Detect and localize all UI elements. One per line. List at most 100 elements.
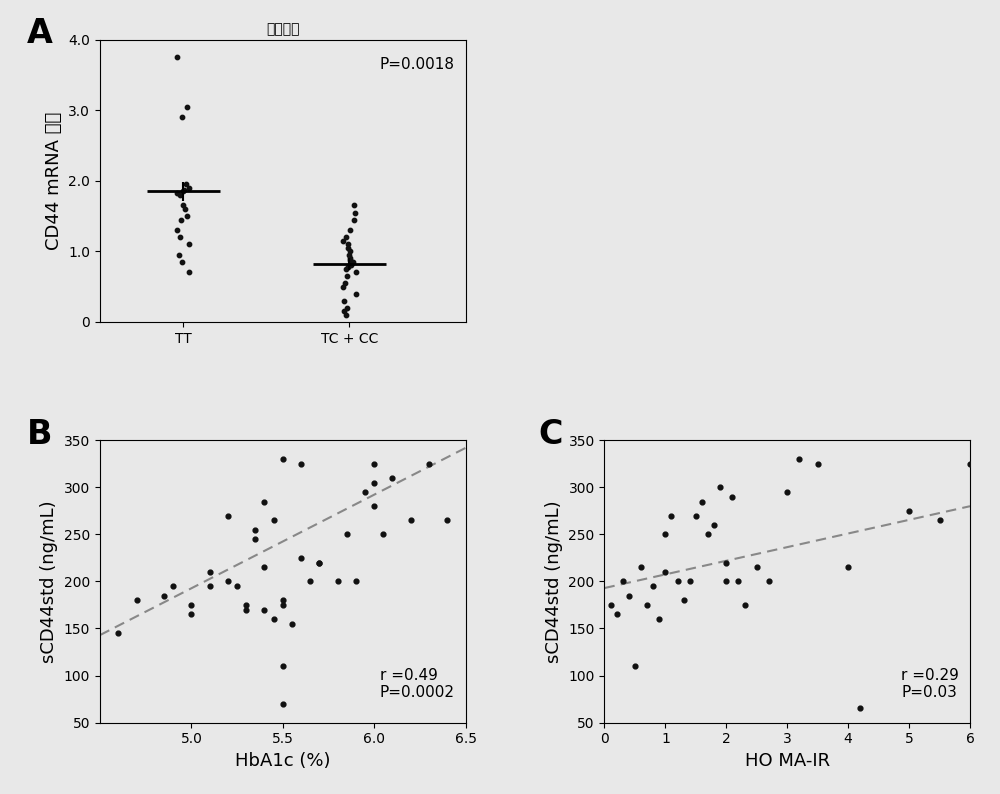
Text: P=0.0018: P=0.0018 xyxy=(380,56,455,71)
Point xyxy=(730,575,746,588)
Point xyxy=(256,495,272,508)
Point xyxy=(275,599,291,611)
Point xyxy=(621,589,637,602)
Point xyxy=(932,514,948,526)
Point xyxy=(779,486,795,499)
Point xyxy=(962,457,978,470)
Point xyxy=(172,231,188,244)
Point xyxy=(343,259,359,272)
Point xyxy=(336,295,352,307)
Point xyxy=(339,270,355,283)
Point xyxy=(651,613,667,626)
Point xyxy=(340,241,356,254)
Point xyxy=(129,594,145,607)
Point xyxy=(348,287,364,300)
Point xyxy=(357,486,373,499)
Point xyxy=(179,100,195,113)
Point xyxy=(810,457,826,470)
Point xyxy=(346,214,362,226)
Point xyxy=(311,557,327,569)
Point xyxy=(202,580,218,592)
Text: B: B xyxy=(27,418,52,451)
Point xyxy=(342,252,358,264)
Point xyxy=(337,277,353,290)
Point xyxy=(345,256,361,268)
Point xyxy=(338,263,354,276)
Point xyxy=(688,509,704,522)
Point xyxy=(645,580,661,592)
X-axis label: HO MA-IR: HO MA-IR xyxy=(745,752,830,770)
Point xyxy=(330,575,346,588)
Point xyxy=(266,514,282,526)
Point xyxy=(181,238,197,251)
Point xyxy=(615,575,631,588)
Point xyxy=(676,594,692,607)
Point xyxy=(384,472,400,484)
Point xyxy=(275,660,291,673)
Point xyxy=(174,256,190,268)
Point xyxy=(183,599,199,611)
Point xyxy=(718,557,734,569)
Point xyxy=(178,178,194,191)
Point xyxy=(663,509,679,522)
Point xyxy=(341,249,357,261)
Point xyxy=(338,231,354,244)
Point xyxy=(339,302,355,314)
Point xyxy=(338,308,354,321)
Point xyxy=(275,453,291,465)
Point xyxy=(175,185,191,198)
Y-axis label: CD44 mRNA 水平: CD44 mRNA 水平 xyxy=(45,112,63,250)
Text: r =0.49
P=0.0002: r =0.49 P=0.0002 xyxy=(380,668,455,700)
Point xyxy=(342,245,358,258)
Point xyxy=(639,599,655,611)
Point xyxy=(220,509,236,522)
Point xyxy=(852,702,868,715)
Point xyxy=(165,580,181,592)
Point xyxy=(284,618,300,630)
Point xyxy=(375,528,391,541)
Point xyxy=(335,234,351,247)
Point xyxy=(439,514,455,526)
Point xyxy=(169,224,185,237)
Point xyxy=(179,210,195,222)
Point xyxy=(670,575,686,588)
Point xyxy=(342,253,358,266)
Point xyxy=(791,453,807,465)
Text: A: A xyxy=(27,17,53,50)
Point xyxy=(694,495,710,508)
Point xyxy=(706,518,722,531)
Text: C: C xyxy=(539,418,563,451)
Point xyxy=(181,266,197,279)
Point xyxy=(603,599,619,611)
Point xyxy=(293,457,309,470)
Point xyxy=(633,561,649,574)
Point xyxy=(339,528,355,541)
Point xyxy=(737,599,753,611)
Point xyxy=(403,514,419,526)
Point xyxy=(220,575,236,588)
Point xyxy=(347,206,363,219)
Point xyxy=(293,552,309,565)
Point xyxy=(346,199,362,212)
Point xyxy=(156,589,172,602)
Point xyxy=(700,528,716,541)
Point xyxy=(256,561,272,574)
Point xyxy=(183,608,199,621)
Point xyxy=(609,608,625,621)
Point xyxy=(247,533,263,545)
Point xyxy=(169,187,185,199)
Point xyxy=(238,603,254,616)
Point xyxy=(749,561,765,574)
Point xyxy=(335,280,351,293)
Point xyxy=(718,575,734,588)
Point xyxy=(229,580,245,592)
Y-axis label: sCD44std (ng/mL): sCD44std (ng/mL) xyxy=(545,500,563,663)
Point xyxy=(657,528,673,541)
Point xyxy=(202,565,218,578)
Point xyxy=(247,523,263,536)
Point xyxy=(901,504,917,517)
Title: 脂肪组织: 脂肪组织 xyxy=(266,21,300,36)
Point xyxy=(302,575,318,588)
X-axis label: HbA1c (%): HbA1c (%) xyxy=(235,752,331,770)
Point xyxy=(173,214,189,226)
